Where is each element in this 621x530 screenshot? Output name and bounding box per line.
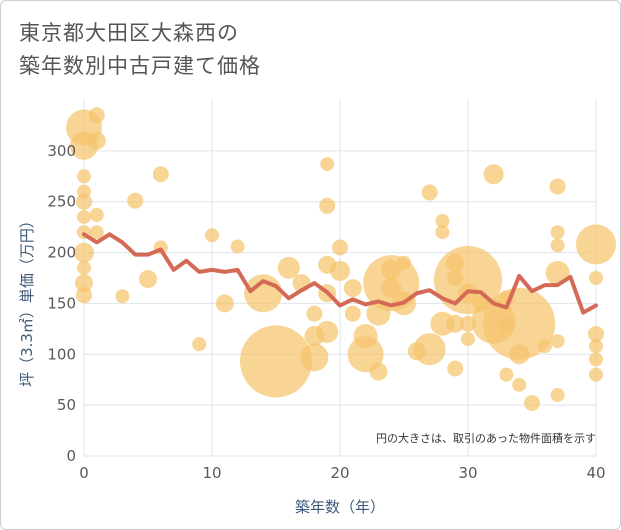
bubble-point <box>381 278 402 299</box>
y-tick-label: 100 <box>47 345 76 363</box>
bubble-point <box>550 334 565 349</box>
bubble-point <box>524 395 540 412</box>
bubble-point <box>306 305 323 322</box>
bubble-point <box>139 270 157 289</box>
chart-title-line-2: 築年数別中古戸建て価格 <box>19 54 261 78</box>
bubble-point <box>499 367 514 382</box>
bubble-point <box>576 224 616 265</box>
bubble-point <box>550 225 565 240</box>
bubble-point <box>461 332 475 347</box>
bubble-point <box>435 214 450 229</box>
bubble-point <box>589 271 603 285</box>
bubble-point <box>192 337 207 352</box>
bubble-point <box>277 256 300 279</box>
bubble-point <box>509 344 530 365</box>
bubble-point <box>381 259 402 280</box>
y-tick-label: 300 <box>47 142 76 160</box>
bubble-point <box>512 377 527 392</box>
bubble-point <box>205 228 219 243</box>
bubble-point <box>316 320 339 343</box>
bubble-point <box>319 197 336 214</box>
bubble-point <box>127 192 144 209</box>
bubble-point <box>330 260 350 281</box>
bubble-point <box>550 387 565 402</box>
y-tick-label: 50 <box>57 396 76 414</box>
y-axis-label: 坪（3.3㎡）単価（万円） <box>18 213 36 387</box>
y-tick-label: 250 <box>47 193 76 211</box>
chart-title: 東京都大田区大森西の 築年数別中古戸建て価格 <box>19 17 261 83</box>
bubble-point <box>115 289 130 304</box>
bubble-point <box>589 339 603 354</box>
bubble-point <box>300 343 329 372</box>
bubble-point <box>588 325 604 342</box>
bubble-point <box>74 242 94 263</box>
bubble-point <box>77 260 91 275</box>
x-tick-label: 30 <box>458 464 477 482</box>
bubble-point <box>89 225 104 240</box>
bubble-point <box>369 362 388 381</box>
bubble-point <box>77 209 91 224</box>
bubble-point <box>344 305 361 322</box>
bubble-point <box>89 207 104 222</box>
bubble-point <box>88 107 105 124</box>
bubble-point <box>549 178 566 195</box>
bubble-point <box>589 367 603 382</box>
axis-ticks: 0 50 100 150 200 250 300 0 10 20 30 40 <box>47 142 605 482</box>
chart-title-line-1: 東京都大田区大森西の <box>19 21 239 45</box>
bubble-point <box>77 169 91 184</box>
average-price-line <box>82 232 598 315</box>
bubble-point <box>413 333 446 366</box>
bubble-point <box>87 131 106 150</box>
bubble-point <box>343 279 362 298</box>
y-tick-label: 0 <box>66 447 76 465</box>
bubble-point <box>435 225 450 240</box>
bubble-point <box>550 238 565 253</box>
bubble-point <box>430 311 455 336</box>
average-line-series <box>82 232 598 315</box>
bubble-size-note: 円の大きさは、取引のあった物件面積を示す <box>376 431 596 445</box>
bubble-point <box>483 164 504 185</box>
bubble-markers <box>66 107 616 412</box>
bubble-point <box>589 352 603 367</box>
x-tick-label: 20 <box>330 464 349 482</box>
bubble-point <box>446 314 465 333</box>
bubble-point <box>447 360 464 377</box>
bubble-point <box>230 239 245 254</box>
x-tick-label: 40 <box>586 464 605 482</box>
y-tick-label: 150 <box>47 294 76 312</box>
x-tick-label: 0 <box>79 464 89 482</box>
bubble-point <box>332 239 348 256</box>
x-axis-label: 築年数（年） <box>295 498 385 516</box>
bubble-point <box>397 255 411 270</box>
bubble-point <box>537 339 552 354</box>
bubble-point <box>545 260 570 285</box>
bubble-point <box>320 157 335 172</box>
x-tick-label: 10 <box>202 464 221 482</box>
bubble-point <box>75 274 93 293</box>
y-tick-label: 200 <box>47 244 76 262</box>
bubble-point <box>215 294 234 313</box>
bubble-point <box>76 193 92 210</box>
bubble-point <box>240 325 312 398</box>
bubble-point <box>76 287 92 304</box>
bubble-point <box>421 184 438 201</box>
bubble-point <box>347 336 384 373</box>
bubble-point <box>152 166 169 183</box>
